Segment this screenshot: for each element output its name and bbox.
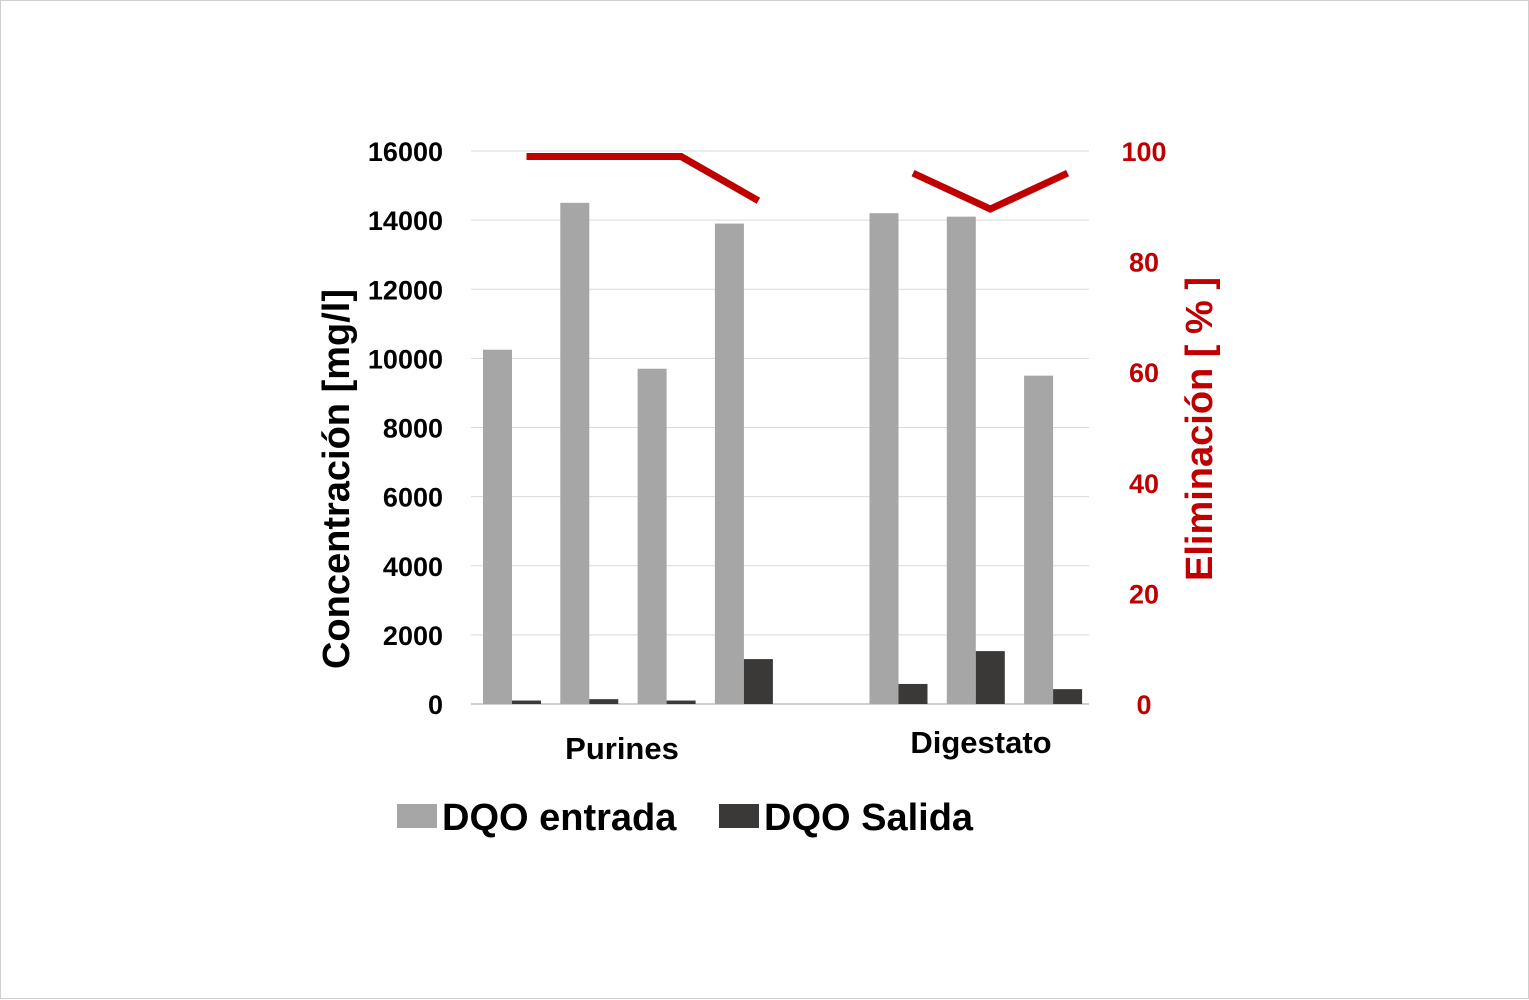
legend-swatch-dqo-entrada (397, 804, 437, 828)
legend-swatch-dqo-salida (719, 804, 759, 828)
legend-label-dqo-salida: DQO Salida (764, 797, 974, 839)
bar-dqo-entrada (946, 216, 976, 704)
bar-dqo-salida (589, 699, 619, 704)
bar-dqo-entrada (637, 368, 667, 704)
category-labels: Purines Digestato (565, 725, 1051, 766)
left-tick-label: 4000 (383, 552, 443, 582)
bar-dqo-entrada (1024, 375, 1054, 704)
right-tick-label: 80 (1129, 248, 1159, 278)
left-tick-label: 14000 (368, 206, 443, 236)
left-tick-label: 10000 (368, 344, 443, 374)
bar-dqo-entrada (714, 223, 744, 705)
bar-dqo-entrada (869, 213, 899, 704)
left-tick-label: 8000 (383, 414, 443, 444)
left-tick-label: 0 (428, 690, 443, 720)
bar-dqo-salida (898, 683, 928, 704)
left-tick-label: 6000 (383, 483, 443, 513)
left-tick-label: 12000 (368, 275, 443, 305)
right-tick-label: 60 (1129, 358, 1159, 388)
left-tick-label: 16000 (368, 137, 443, 167)
right-tick-label: 40 (1129, 469, 1159, 499)
left-axis-ticks: 0 2000 4000 6000 8000 10000 12000 14000 16000 (368, 137, 443, 720)
right-tick-label: 20 (1129, 579, 1159, 609)
bar-dqo-entrada (560, 202, 590, 704)
removal-line-2 (911, 169, 1070, 213)
left-axis-title: Concentración [mg/l] (316, 289, 358, 669)
category-label: Digestato (910, 725, 1051, 760)
bars (483, 202, 1083, 705)
left-tick-label: 2000 (383, 621, 443, 651)
bar-dqo-salida (512, 700, 541, 704)
right-tick-label: 0 (1136, 690, 1151, 720)
bar-dqo-salida (743, 659, 773, 704)
bar-dqo-salida (1053, 689, 1083, 704)
right-tick-label: 100 (1121, 137, 1166, 167)
bar-dqo-salida (666, 700, 696, 704)
removal-lines (526, 153, 1070, 213)
bar-dqo-entrada (483, 349, 512, 704)
removal-line-1 (526, 153, 761, 204)
right-axis-ticks: 0 20 40 60 80 100 (1121, 137, 1166, 720)
legend-label-dqo-entrada: DQO entrada (442, 797, 677, 839)
category-label: Purines (565, 731, 679, 766)
bar-dqo-salida (975, 651, 1005, 704)
right-axis-title: Eliminación [ % ] (1179, 277, 1221, 581)
legend: DQO entrada DQO Salida (397, 797, 974, 839)
